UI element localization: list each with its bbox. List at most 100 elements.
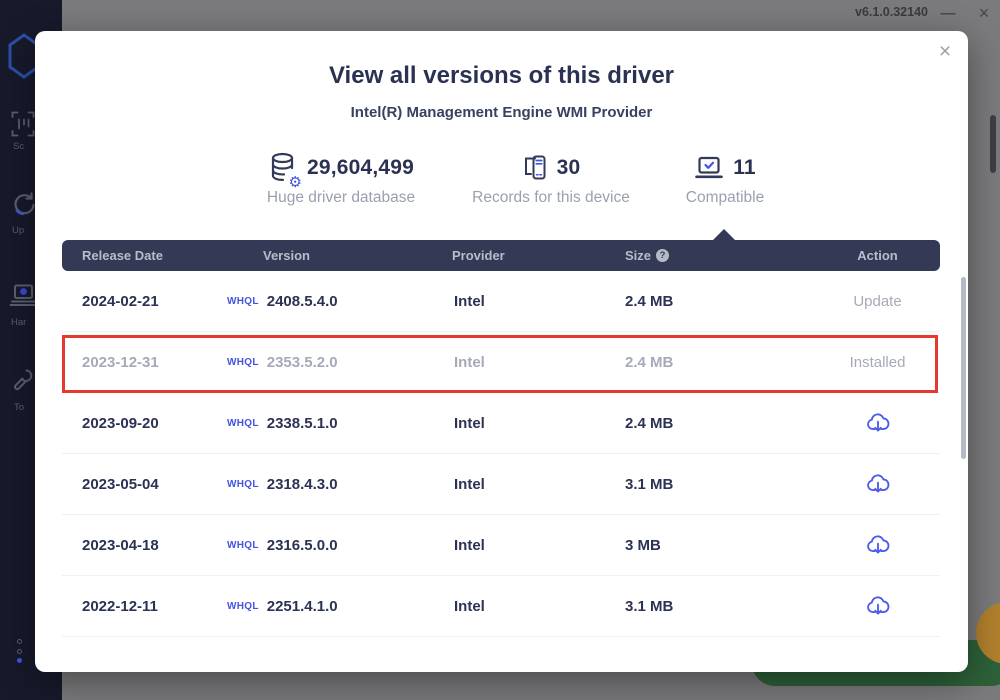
scan-icon[interactable]	[11, 111, 35, 137]
installed-status: Installed	[849, 353, 906, 371]
version-cell: WHQL 2251.4.1.0	[227, 576, 338, 636]
provider-cell: Intel	[454, 292, 485, 310]
stat-records: 30 Records for this device	[451, 150, 651, 207]
cloud-download-icon	[866, 596, 889, 615]
version-cell: WHQL 2408.5.4.0	[227, 271, 338, 331]
dialog-title: View all versions of this driver	[328, 62, 675, 89]
size-cell: 2.4 MB	[625, 292, 674, 310]
version-number: 2338.5.1.0	[266, 414, 338, 432]
download-button[interactable]	[815, 515, 940, 575]
dialog-close-button[interactable]: ×	[933, 40, 957, 64]
tools-icon[interactable]	[11, 367, 35, 393]
gear-icon: ⚙	[288, 173, 302, 191]
page-dot[interactable]	[17, 639, 22, 644]
table-row: 2023-09-20 WHQL 2338.5.1.0 Intel 2.4 MB	[62, 393, 940, 454]
size-cell: 2.4 MB	[625, 353, 674, 371]
release-date-cell: 2023-12-31	[82, 353, 159, 371]
cloud-download-icon	[866, 474, 889, 493]
stat-value: 30	[556, 156, 581, 179]
table-body: 2024-02-21 WHQL 2408.5.4.0 Intel 2.4 MB …	[62, 271, 940, 637]
stat-value: 11	[733, 156, 756, 179]
stats-row: ⚙ 29,604,499 Huge driver database 30 R	[35, 150, 968, 210]
table-header: Release Date Version Provider Size ? Act…	[62, 240, 940, 271]
window-close-icon: ×	[978, 2, 990, 23]
version-cell: WHQL 2338.5.1.0	[227, 393, 338, 453]
table-scrollbar-thumb[interactable]	[961, 277, 966, 459]
version-number: 2408.5.4.0	[266, 292, 338, 310]
table-row: 2024-02-21 WHQL 2408.5.4.0 Intel 2.4 MB …	[62, 271, 940, 332]
page-dot-active[interactable]	[17, 658, 22, 663]
header-version: Version	[263, 248, 310, 263]
compatible-check-icon	[695, 156, 723, 178]
app-scrollbar-thumb[interactable]	[990, 115, 996, 173]
size-help-icon[interactable]: ?	[656, 249, 670, 262]
header-action: Action	[857, 248, 898, 263]
table-row: 2023-04-18 WHQL 2316.5.0.0 Intel 3 MB	[62, 515, 940, 576]
version-cell: WHQL 2316.5.0.0	[227, 515, 338, 575]
whql-badge: WHQL	[227, 539, 259, 551]
download-button[interactable]	[815, 576, 940, 636]
window-close-button[interactable]: ×	[971, 2, 997, 24]
size-cell: 3.1 MB	[625, 475, 674, 493]
whql-badge: WHQL	[227, 478, 259, 490]
version-number: 2353.5.2.0	[266, 353, 338, 371]
driver-name-subtitle: Intel(R) Management Engine WMI Provider	[350, 104, 653, 121]
release-date-cell: 2024-02-21	[82, 292, 159, 310]
version-number: 2316.5.0.0	[266, 536, 338, 554]
version-number: 2318.4.3.0	[266, 475, 338, 493]
hardware-icon[interactable]	[9, 283, 37, 309]
header-size: Size ?	[625, 240, 670, 271]
version-cell: WHQL 2353.5.2.0	[227, 332, 338, 392]
stat-label: Records for this device	[472, 189, 630, 206]
compatible-pointer-caret	[713, 229, 735, 240]
header-release-date: Release Date	[82, 248, 163, 263]
app-version-label: v6.1.0.32140	[855, 5, 928, 19]
release-date-cell: 2023-05-04	[82, 475, 159, 493]
table-row: 2023-12-31 WHQL 2353.5.2.0 Intel 2.4 MB …	[62, 332, 940, 393]
stat-value: 29,604,499	[306, 156, 415, 179]
download-button[interactable]	[815, 393, 940, 453]
close-icon: ×	[938, 40, 952, 63]
stat-label: Compatible	[685, 189, 765, 206]
cloud-download-icon	[866, 413, 889, 432]
provider-cell: Intel	[454, 414, 485, 432]
sidebar-item-update-label[interactable]: Up	[12, 225, 25, 236]
update-icon[interactable]	[11, 191, 37, 219]
size-cell: 3.1 MB	[625, 597, 674, 615]
stat-label: Huge driver database	[266, 189, 416, 206]
device-records-icon	[524, 155, 546, 180]
whql-badge: WHQL	[227, 417, 259, 429]
provider-cell: Intel	[454, 597, 485, 615]
whql-badge: WHQL	[227, 356, 259, 368]
header-size-label: Size	[625, 248, 652, 263]
stat-compatible: 11 Compatible	[645, 150, 805, 207]
release-date-cell: 2023-09-20	[82, 414, 159, 432]
update-link[interactable]: Update	[853, 292, 902, 310]
whql-badge: WHQL	[227, 295, 259, 307]
download-button[interactable]	[815, 454, 940, 514]
release-date-cell: 2023-04-18	[82, 536, 159, 554]
window-minimize-button[interactable]: —	[935, 2, 961, 24]
cloud-download-icon	[866, 535, 889, 554]
sidebar-page-dots[interactable]	[17, 639, 22, 668]
provider-cell: Intel	[454, 353, 485, 371]
minimize-icon: —	[940, 4, 956, 22]
provider-cell: Intel	[454, 475, 485, 493]
version-number: 2251.4.1.0	[266, 597, 338, 615]
whql-badge: WHQL	[227, 600, 259, 612]
sidebar-item-hardware-label[interactable]: Har	[11, 317, 27, 328]
database-icon: ⚙	[268, 152, 302, 190]
version-cell: WHQL 2318.4.3.0	[227, 454, 338, 514]
size-cell: 2.4 MB	[625, 414, 674, 432]
driver-versions-dialog: × View all versions of this driver Intel…	[35, 31, 968, 672]
size-cell: 3 MB	[625, 536, 661, 554]
header-provider: Provider	[452, 248, 505, 263]
sidebar-item-tools-label[interactable]: To	[14, 402, 25, 413]
release-date-cell: 2022-12-11	[82, 597, 158, 615]
table-row: 2023-05-04 WHQL 2318.4.3.0 Intel 3.1 MB	[62, 454, 940, 515]
stat-driver-database: ⚙ 29,604,499 Huge driver database	[241, 150, 441, 207]
sidebar-item-scan-label[interactable]: Sc	[13, 141, 25, 152]
provider-cell: Intel	[454, 536, 485, 554]
page-dot[interactable]	[17, 648, 22, 654]
